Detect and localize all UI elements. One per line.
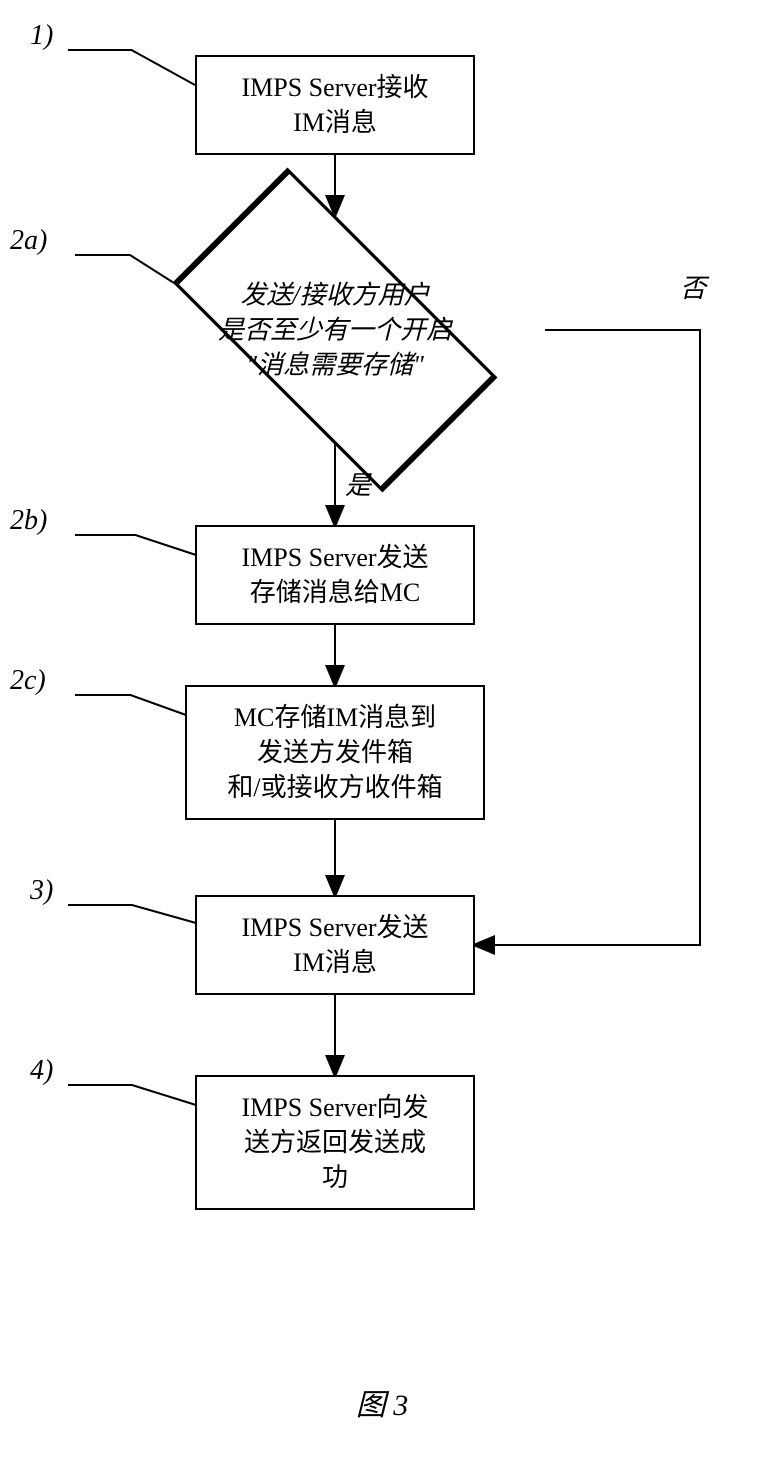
step-label-2b: 2b) <box>10 505 47 537</box>
step-label-1: 1) <box>30 20 53 52</box>
node-receive-im: IMPS Server接收IM消息 <box>195 55 475 155</box>
node-send-im: IMPS Server发送IM消息 <box>195 895 475 995</box>
node-return-success: IMPS Server向发送方返回发送成功 <box>195 1075 475 1210</box>
step-label-3: 3) <box>30 875 53 907</box>
flowchart-canvas: IMPS Server接收IM消息 发送/接收方用户是否至少有一个开启"消息需要… <box>0 0 764 1483</box>
node-text: IMPS Server接收IM消息 <box>241 70 428 140</box>
node-text: IMPS Server向发送方返回发送成功 <box>241 1090 428 1195</box>
step-label-2a: 2a) <box>10 225 47 257</box>
node-text: 发送/接收方用户是否至少有一个开启"消息需要存储" <box>146 277 524 382</box>
node-mc-store: MC存储IM消息到发送方发件箱和/或接收方收件箱 <box>185 685 485 820</box>
edge-label-no: 否 <box>680 268 706 305</box>
edge-label-yes: 是 <box>345 465 371 502</box>
node-decision-storage: 发送/接收方用户是否至少有一个开启"消息需要存储" <box>125 215 545 445</box>
node-text: MC存储IM消息到发送方发件箱和/或接收方收件箱 <box>227 700 442 805</box>
step-label-2c: 2c) <box>10 665 46 697</box>
figure-caption: 图 3 <box>0 1380 764 1424</box>
step-label-4: 4) <box>30 1055 53 1087</box>
node-text: IMPS Server发送存储消息给MC <box>241 540 428 610</box>
node-send-store-to-mc: IMPS Server发送存储消息给MC <box>195 525 475 625</box>
node-text: IMPS Server发送IM消息 <box>241 910 428 980</box>
